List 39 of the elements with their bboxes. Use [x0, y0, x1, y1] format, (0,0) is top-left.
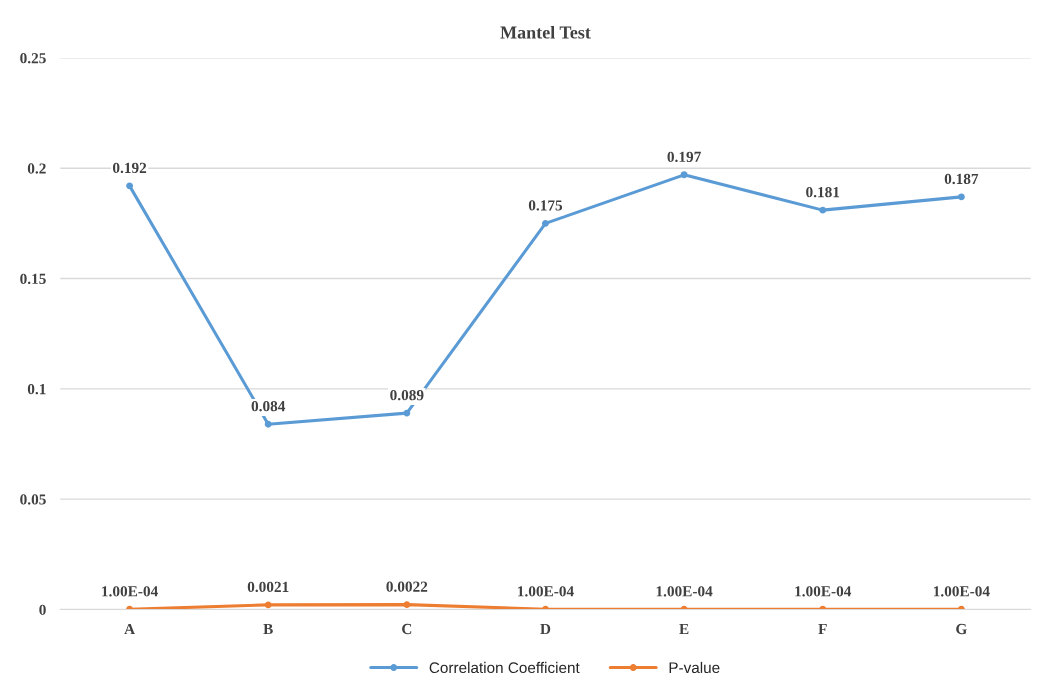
x-tick-label: D [540, 623, 551, 635]
y-tick-label: 0.15 [20, 273, 46, 285]
point [264, 420, 272, 428]
y-tick-label: 0.1 [27, 383, 46, 395]
data-label: 0.175 [528, 200, 563, 211]
point [680, 171, 688, 179]
legend-label: P-value [669, 661, 720, 674]
chart-title: Mantel Test [500, 25, 591, 39]
x-tick-label: B [263, 623, 273, 635]
x-tick-label: F [818, 623, 827, 634]
y-tick-label: 0.25 [20, 53, 46, 64]
data-label: 0.192 [112, 162, 147, 174]
data-label: 1.00E-04 [795, 586, 852, 597]
x-tick-label: A [124, 623, 135, 634]
point [264, 601, 272, 609]
data-label: 0.187 [944, 173, 979, 185]
point [403, 409, 411, 417]
data-label: 0.197 [667, 151, 701, 163]
point [957, 193, 965, 201]
data-label: 0.0021 [247, 581, 289, 593]
point [126, 182, 134, 190]
point [542, 219, 549, 227]
legend-label: Correlation Coefficient [429, 661, 580, 674]
data-label: 0.0022 [386, 581, 428, 592]
data-label: 1.00E-04 [518, 586, 574, 597]
point [403, 601, 411, 609]
point [819, 206, 827, 214]
y-tick-label: 0 [39, 604, 46, 615]
x-tick-label: G [956, 623, 967, 635]
data-label: 1.00E-04 [102, 586, 158, 597]
x-tick-label: C [402, 623, 412, 635]
data-label: 0.181 [806, 186, 840, 198]
data-label: 1.00E-04 [656, 586, 713, 597]
data-label: 0.084 [251, 401, 286, 412]
y-tick-label: 0.05 [20, 494, 46, 505]
y-tick-label: 0.2 [27, 163, 46, 174]
data-label: 1.00E-04 [933, 586, 990, 597]
data-label: 0.089 [390, 389, 424, 401]
x-tick-label: E [679, 623, 689, 634]
